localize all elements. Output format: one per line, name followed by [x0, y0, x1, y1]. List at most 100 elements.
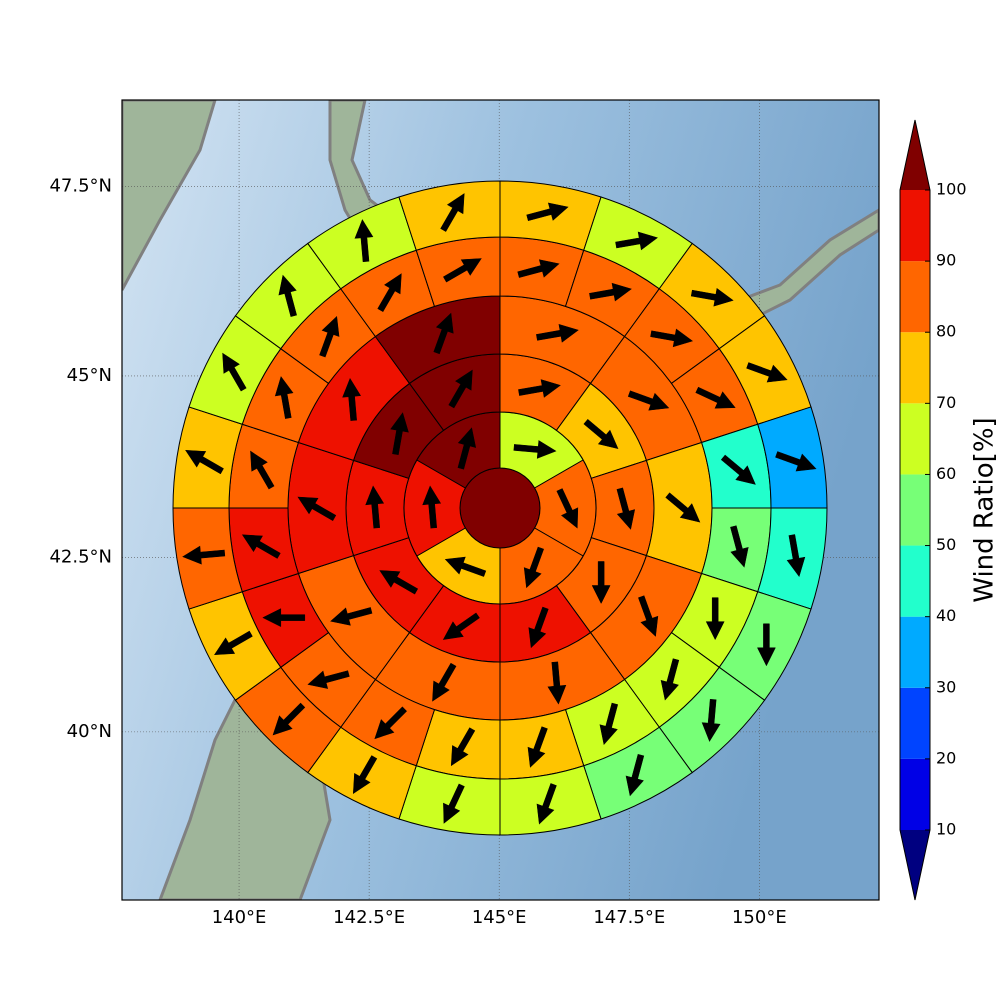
wind-arrow	[330, 607, 373, 626]
wind-arrow	[354, 219, 374, 263]
wind-arrow	[599, 702, 619, 745]
wind-arrow	[342, 377, 361, 421]
arrows	[182, 193, 817, 825]
wind-arrow	[547, 661, 567, 705]
colorbar-tick-label: 30	[936, 677, 956, 696]
colorbar-tick-label: 90	[936, 251, 956, 270]
wind-arrow	[757, 623, 776, 667]
wind-arrow	[660, 658, 680, 701]
wind-arrow	[527, 726, 548, 768]
wind-arrow	[695, 386, 736, 409]
colorbar-bin	[900, 687, 930, 759]
wind-arrow	[518, 379, 561, 398]
y-tick-label: 45°N	[67, 365, 112, 386]
wind-arrow	[616, 487, 636, 530]
wind-arrow	[625, 754, 645, 797]
y-tick-label: 40°N	[67, 721, 112, 742]
colorbar-tick-label: 20	[936, 748, 956, 767]
colorbar-tick-label: 60	[936, 464, 956, 483]
wind-arrow	[615, 231, 658, 251]
wind-arrow	[443, 258, 482, 283]
wind-arrow	[457, 427, 477, 470]
wind-arrow	[222, 352, 247, 392]
colorbar-tick-label: 70	[936, 393, 956, 412]
colorbar-tick-label: 80	[936, 322, 956, 341]
wind-arrow	[786, 534, 806, 577]
wind-arrow	[352, 755, 378, 794]
wind-arrow	[536, 324, 579, 343]
wind-arrow	[182, 545, 226, 565]
wind-arrow	[638, 595, 659, 637]
wind-arrow	[390, 412, 409, 456]
wind-arrow	[528, 606, 549, 649]
wind-arrow	[377, 273, 402, 312]
map-frame	[121, 99, 880, 901]
wind-arrow	[319, 316, 340, 358]
colorbar-label: Wind Ratio[%]	[970, 417, 1000, 602]
wind-arrow	[591, 561, 611, 605]
wind-arrow	[374, 706, 407, 740]
wind-arrow	[556, 488, 579, 529]
y-tick-label: 42.5°N	[49, 546, 112, 567]
wind-arrow	[274, 376, 294, 419]
wind-arrow	[432, 662, 457, 702]
wind-arrow	[720, 454, 756, 485]
x-tick-label: 145°E	[472, 907, 527, 928]
wind-arrow	[443, 783, 465, 824]
wind-arrow	[278, 274, 297, 317]
x-tick-label: 147.5°E	[593, 907, 665, 928]
wind-arrow	[650, 328, 693, 348]
wind-arrow	[262, 608, 306, 628]
wind-arrow	[379, 570, 419, 595]
wind-arrow	[746, 362, 788, 383]
wind-arrow	[705, 597, 725, 641]
colorbar-bin	[900, 332, 930, 404]
wind-arrow	[536, 783, 557, 825]
colorbar-tick-label: 100	[936, 180, 967, 199]
colorbar-tick-label: 10	[936, 820, 956, 839]
land-mainland	[122, 100, 217, 291]
wind-arrow	[775, 451, 817, 472]
wind-arrow	[523, 546, 544, 589]
wind-arrow	[448, 369, 473, 409]
wind-arrow	[433, 312, 454, 355]
wind-arrow	[517, 259, 560, 278]
wind-arrow	[627, 390, 670, 411]
wind-arrow	[589, 282, 632, 302]
wind-arrow	[440, 193, 465, 232]
axes: 140°E 142.5°E 145°E 147.5°E 150°E 40°N 42.5°N 4…	[49, 175, 786, 928]
sectors	[172, 180, 828, 836]
wind-arrow	[513, 440, 557, 459]
colorbar-bin	[900, 758, 930, 830]
wind-arrow	[365, 485, 385, 529]
wind-arrow	[250, 450, 275, 490]
colorbar-bin	[900, 261, 930, 333]
wind-arrow	[241, 534, 281, 559]
colorbar: 10 20 30 40 50 60 70 80 90 100	[899, 119, 967, 901]
wind-arrow	[297, 496, 337, 521]
colorbar-tick-label: 50	[936, 535, 956, 554]
wind-arrow	[214, 630, 253, 656]
wind-arrow	[730, 525, 749, 568]
wind-arrow	[307, 670, 350, 689]
x-tick-label: 142.5°E	[333, 907, 405, 928]
x-tick-label: 140°E	[212, 907, 267, 928]
wind-arrow	[272, 702, 306, 736]
colorbar-under	[900, 830, 930, 900]
colorbar-bin	[900, 403, 930, 475]
y-tick-label: 47.5°N	[49, 175, 112, 196]
wind-arrow	[690, 287, 734, 307]
wind-arrow	[583, 419, 619, 450]
x-tick-label: 150°E	[732, 907, 787, 928]
wind-arrow	[185, 449, 224, 475]
wind-arrow	[450, 727, 476, 767]
wind-arrow	[701, 698, 721, 742]
colorbar-tick-label: 40	[936, 606, 956, 625]
colorbar-bin	[900, 190, 930, 262]
colorbar-bin	[900, 474, 930, 546]
colorbar-over	[900, 120, 930, 190]
wind-arrow	[665, 492, 701, 523]
wind-arrow	[422, 485, 442, 529]
colorbar-bin	[900, 545, 930, 617]
